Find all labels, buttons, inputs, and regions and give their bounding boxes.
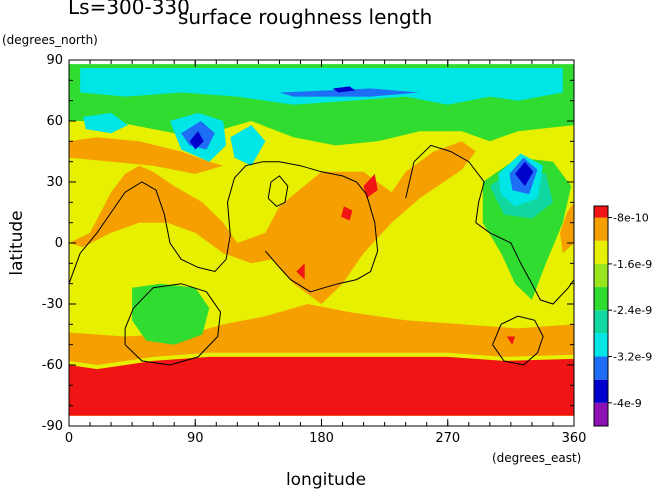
colorbar-swatch-4 bbox=[594, 310, 608, 334]
y-axis-label: latitude bbox=[7, 210, 27, 275]
contour-region-9 bbox=[80, 68, 563, 105]
x-tick-label-3: 270 bbox=[435, 431, 460, 446]
chart-subtitle: Ls=300-330 bbox=[68, 0, 190, 19]
topography-contour-3 bbox=[492, 315, 544, 366]
contour-region-0 bbox=[69, 356, 574, 416]
x-tick-label-0: 0 bbox=[65, 431, 73, 446]
plot-area bbox=[68, 64, 575, 416]
contour-region-11 bbox=[230, 125, 266, 166]
contour-region-4 bbox=[560, 202, 574, 254]
x-tick-label-4: 360 bbox=[562, 431, 587, 446]
topography-contour-0 bbox=[68, 161, 379, 293]
y-units: (degrees_north) bbox=[2, 33, 98, 47]
x-axis-label: longitude bbox=[286, 470, 366, 489]
colorbar-label-2: -2.4e-9 bbox=[613, 304, 652, 317]
y-tick-label-4: 30 bbox=[46, 175, 63, 190]
colorbar-label-4: -4e-9 bbox=[613, 397, 642, 410]
colorbar-swatch-0 bbox=[594, 402, 608, 426]
colorbar-label-3: -3.2e-9 bbox=[613, 351, 652, 364]
contour-region-18 bbox=[189, 131, 204, 150]
colorbar-swatch-5 bbox=[594, 287, 608, 311]
y-tick-label-2: -30 bbox=[42, 297, 63, 312]
contour-region-17 bbox=[515, 161, 534, 187]
colorbar-swatch-7 bbox=[594, 240, 608, 264]
y-tick-label-0: -90 bbox=[42, 419, 63, 434]
x-tick-label-2: 180 bbox=[309, 431, 334, 446]
x-tick-label-1: 90 bbox=[187, 431, 204, 446]
colorbar-swatch-6 bbox=[594, 263, 608, 288]
contour-region-23 bbox=[506, 336, 516, 345]
topography-contour-4 bbox=[267, 175, 289, 208]
contour-region-13 bbox=[83, 112, 128, 134]
contour-region-20 bbox=[363, 173, 378, 199]
y-tick-label-6: 90 bbox=[46, 53, 63, 68]
colorbar-swatch-3 bbox=[594, 333, 608, 357]
contour-region-6 bbox=[132, 283, 210, 345]
colorbar-swatch-1 bbox=[594, 379, 608, 403]
colorbar-swatch-8 bbox=[594, 217, 608, 241]
colorbar-label-0: -8e-10 bbox=[613, 212, 649, 225]
contour-region-3 bbox=[69, 137, 224, 174]
axes: 0 90 180 270 360 -90 -60 -30 0 30 60 90 bbox=[42, 53, 587, 446]
contour-region-16 bbox=[279, 88, 420, 97]
colorbar-swatch-9 bbox=[594, 206, 608, 218]
topography-contour-2 bbox=[124, 283, 222, 366]
y-tick-label-3: 0 bbox=[55, 236, 63, 251]
y-tick-label-5: 60 bbox=[46, 114, 63, 129]
topography-contour-1 bbox=[405, 144, 575, 305]
x-units: (degrees_east) bbox=[492, 451, 581, 465]
contour-region-19 bbox=[332, 86, 356, 93]
contour-region-22 bbox=[341, 206, 353, 221]
colorbar: -8e-10 -1.6e-9 -2.4e-9 -3.2e-9 -4e-9 bbox=[593, 205, 652, 427]
colorbar-label-1: -1.6e-9 bbox=[613, 258, 652, 271]
y-tick-label-1: -60 bbox=[42, 358, 63, 373]
contour-region-21 bbox=[296, 263, 305, 280]
colorbar-swatch-2 bbox=[594, 356, 608, 380]
chart-title: surface roughness length bbox=[178, 5, 432, 29]
contour-region-1 bbox=[69, 304, 574, 365]
colorbar-frame bbox=[593, 205, 609, 427]
